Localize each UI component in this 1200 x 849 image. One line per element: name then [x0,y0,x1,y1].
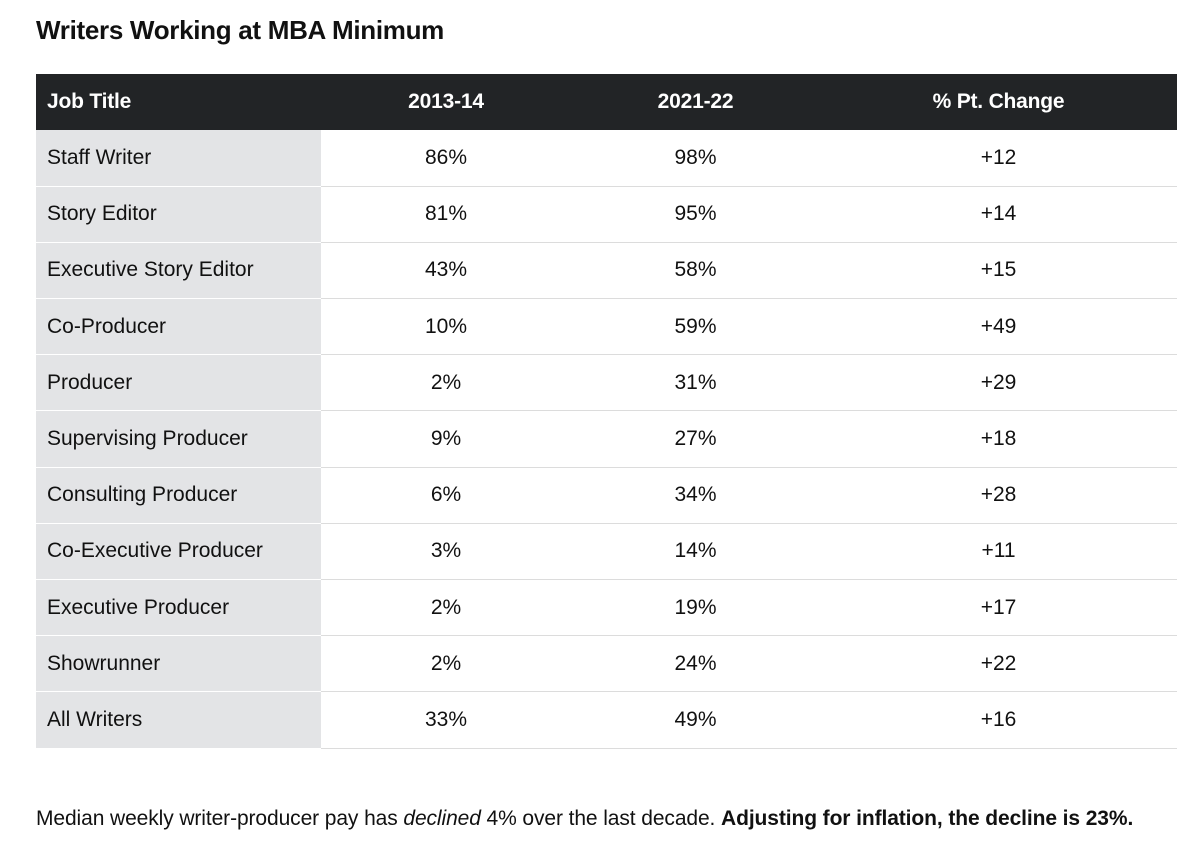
cell-2021-22: 14% [571,523,820,581]
cell-job-title: Showrunner [36,635,321,693]
header-2013-14: 2013-14 [408,90,484,113]
table-row: Executive Producer 2% 19% +17 [36,579,1177,637]
cell-pct-change: +28 [820,467,1177,524]
cell-2021-22: 31% [571,354,820,412]
footnote-emphasis: declined [403,807,481,830]
cell-2013-14: 2% [321,354,571,412]
cell-job-title: Co-Executive Producer [36,523,321,581]
cell-pct-change: +15 [820,242,1177,300]
cell-2013-14: 33% [321,691,571,749]
table-row: Co-Producer 10% 59% +49 [36,298,1177,356]
cell-pct-change: +14 [820,186,1177,243]
cell-job-title: Producer [36,354,321,412]
footnote-text: Median weekly writer-producer pay has [36,807,404,830]
data-table: Job Title 2013-14 2021-22 % Pt. Change S… [36,74,1177,749]
footnote-bold: Adjusting for inflation, the decline is … [721,807,1134,830]
cell-job-title: All Writers [36,691,321,749]
cell-2021-22: 34% [571,467,820,524]
cell-pct-change: +16 [820,691,1177,749]
table-title: Writers Working at MBA Minimum [36,15,444,45]
table-row: Staff Writer 86% 98% +12 [36,130,1177,187]
cell-pct-change: +29 [820,354,1177,412]
cell-pct-change: +12 [820,130,1177,187]
cell-2013-14: 6% [321,467,571,524]
cell-job-title: Executive Producer [36,579,321,637]
cell-2013-14: 2% [321,579,571,637]
cell-pct-change: +18 [820,410,1177,468]
cell-pct-change: +22 [820,635,1177,693]
table-header: Job Title 2013-14 2021-22 % Pt. Change [36,74,1177,130]
table-row: Co-Executive Producer 3% 14% +11 [36,523,1177,581]
cell-2013-14: 9% [321,410,571,468]
cell-job-title: Supervising Producer [36,410,321,468]
table-row: Executive Story Editor 43% 58% +15 [36,242,1177,300]
cell-2021-22: 95% [571,186,820,243]
cell-job-title: Co-Producer [36,298,321,356]
cell-2013-14: 86% [321,130,571,187]
cell-2013-14: 43% [321,242,571,300]
table-body: Staff Writer 86% 98% +12 Story Editor 81% 95% +… [36,130,1177,749]
table-row: Showrunner 2% 24% +22 [36,635,1177,693]
cell-2021-22: 27% [571,410,820,468]
cell-2013-14: 10% [321,298,571,356]
table-row: Story Editor 81% 95% +14 [36,186,1177,243]
cell-2021-22: 19% [571,579,820,637]
cell-2021-22: 98% [571,130,820,187]
table-row: Producer 2% 31% +29 [36,354,1177,412]
cell-2013-14: 81% [321,186,571,243]
cell-2021-22: 49% [571,691,820,749]
cell-job-title: Staff Writer [36,130,321,187]
header-2021-22: 2021-22 [657,90,734,113]
cell-job-title: Consulting Producer [36,467,321,524]
header-pct-change: % Pt. Change [932,90,1065,113]
footnote: Median weekly writer-producer pay has de… [36,804,1133,834]
cell-job-title: Story Editor [36,186,321,243]
cell-pct-change: +11 [820,523,1177,581]
cell-job-title: Executive Story Editor [36,242,321,300]
cell-2013-14: 2% [321,635,571,693]
table-row: Consulting Producer 6% 34% +28 [36,467,1177,524]
cell-pct-change: +49 [820,298,1177,356]
cell-2021-22: 59% [571,298,820,356]
footnote-text-continued: 4% over the last decade. [480,807,722,830]
table-row: All Writers 33% 49% +16 [36,691,1177,749]
table-row: Supervising Producer 9% 27% +18 [36,410,1177,468]
cell-2021-22: 58% [571,242,820,300]
cell-2021-22: 24% [571,635,820,693]
cell-2013-14: 3% [321,523,571,581]
header-row: Job Title 2013-14 2021-22 % Pt. Change [36,74,1177,130]
header-job-title: Job Title [47,90,132,113]
cell-pct-change: +17 [820,579,1177,637]
